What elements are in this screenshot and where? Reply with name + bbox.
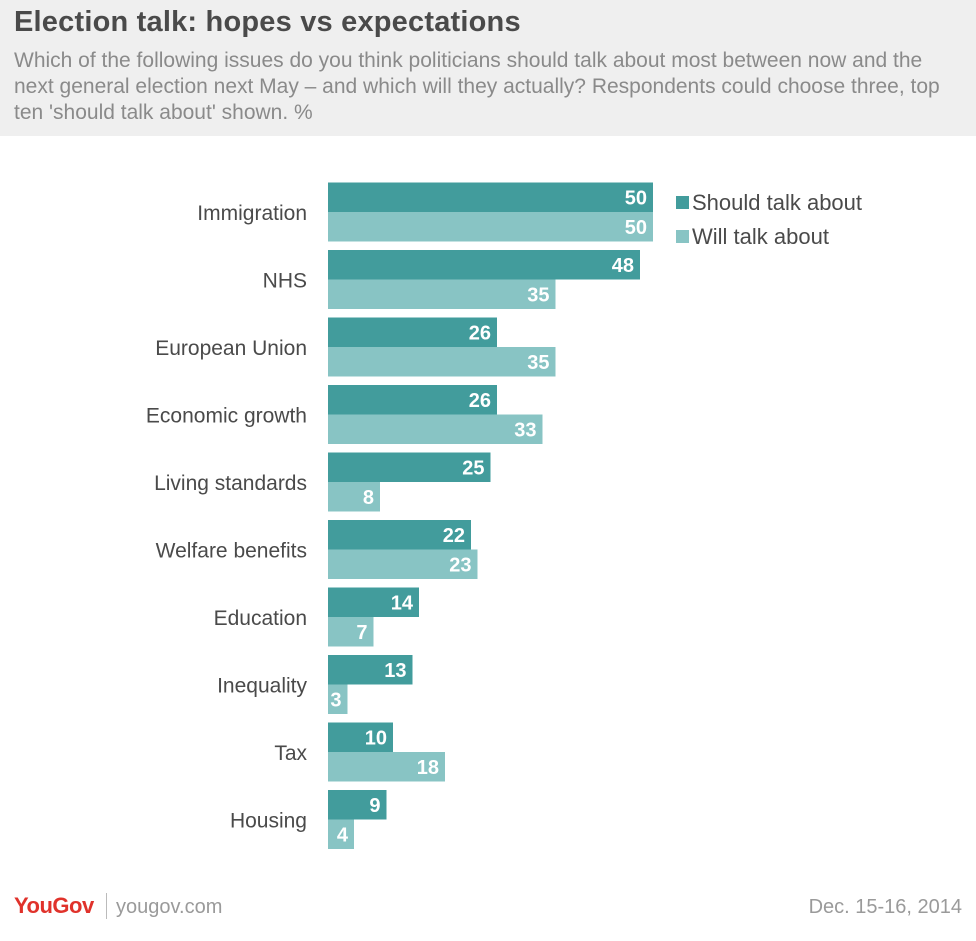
value-label-should-talk: 26: [469, 322, 491, 344]
bar-will-talk: [328, 414, 543, 444]
yougov-logo: YouGov: [14, 893, 94, 918]
value-label-should-talk: 26: [469, 390, 491, 412]
value-label-will-talk: 50: [625, 217, 647, 239]
header-panel: Election talk: hopes vs expectations Whi…: [0, 0, 976, 136]
bar-will-talk: [328, 549, 478, 579]
value-label-should-talk: 25: [462, 457, 484, 479]
category-label: Living standards: [154, 472, 307, 495]
legend-swatch-should-talk: [676, 196, 689, 209]
bar-should-talk: [328, 790, 387, 820]
value-label-should-talk: 9: [369, 795, 380, 817]
chart-title: Election talk: hopes vs expectations: [14, 6, 521, 38]
value-label-will-talk: 33: [514, 419, 536, 441]
bar-should-talk: [328, 722, 393, 752]
value-label-will-talk: 7: [356, 622, 367, 644]
legend-label-should-talk: Should talk about: [692, 190, 862, 215]
bar-will-talk: [328, 482, 380, 512]
category-label: Economic growth: [146, 405, 307, 428]
bar-will-talk: [328, 819, 354, 849]
category-label: Education: [214, 607, 307, 630]
bar-should-talk: [328, 250, 640, 280]
bar-should-talk: [328, 520, 471, 550]
value-label-will-talk: 4: [337, 824, 349, 846]
value-label-will-talk: 18: [417, 757, 439, 779]
category-label: Immigration: [197, 202, 307, 225]
category-label: European Union: [155, 337, 307, 360]
bar-should-talk: [328, 385, 497, 415]
bar-should-talk: [328, 587, 419, 617]
bar-will-talk: [328, 347, 556, 377]
bar-will-talk: [328, 752, 445, 782]
value-label-should-talk: 22: [443, 525, 465, 547]
category-label: Housing: [230, 810, 307, 833]
bar-will-talk: [328, 279, 556, 309]
bar-will-talk: [328, 212, 653, 242]
value-label-will-talk: 3: [330, 689, 341, 711]
bar-will-talk: [328, 684, 348, 714]
value-label-should-talk: 50: [625, 187, 647, 209]
bar-will-talk: [328, 617, 374, 647]
value-label-should-talk: 48: [612, 255, 634, 277]
value-label-should-talk: 14: [391, 592, 414, 614]
bar-should-talk: [328, 655, 413, 685]
footer-site: yougov.com: [116, 896, 223, 918]
category-label: Tax: [274, 742, 307, 765]
category-label: Inequality: [217, 675, 307, 698]
legend-swatch-will-talk: [676, 230, 689, 243]
legend-label-will-talk: Will talk about: [692, 224, 829, 249]
value-label-should-talk: 10: [365, 727, 387, 749]
bar-should-talk: [328, 182, 653, 212]
chart-subtitle: Which of the following issues do you thi…: [14, 49, 940, 124]
value-label-will-talk: 8: [363, 487, 374, 509]
value-label-will-talk: 35: [527, 284, 549, 306]
category-label: NHS: [263, 270, 307, 293]
category-label: Welfare benefits: [156, 540, 307, 563]
footer-divider: [106, 893, 107, 919]
footer-date: Dec. 15-16, 2014: [808, 896, 962, 918]
bar-should-talk: [328, 452, 491, 482]
value-label-should-talk: 13: [384, 660, 406, 682]
value-label-will-talk: 35: [527, 352, 549, 374]
bar-should-talk: [328, 317, 497, 347]
value-label-will-talk: 23: [449, 554, 471, 576]
